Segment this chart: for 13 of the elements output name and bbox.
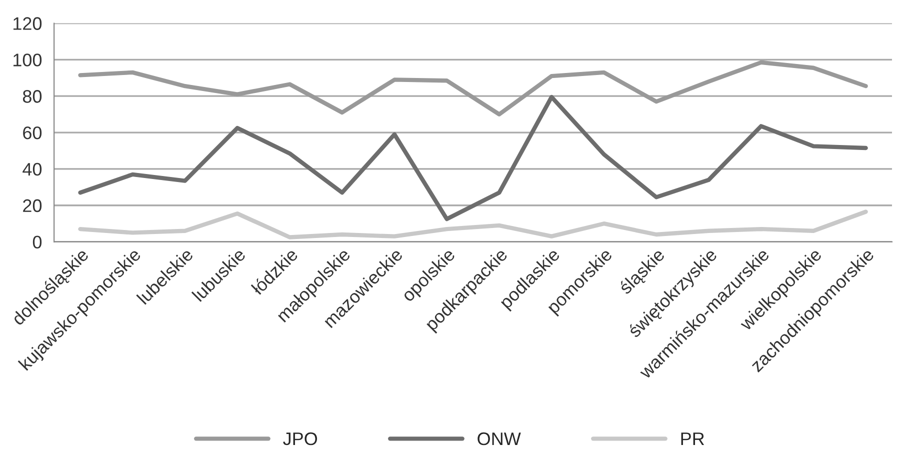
y-tick-label: 120 bbox=[14, 17, 42, 30]
line-series bbox=[78, 60, 868, 116]
y-tick-label: 80 bbox=[22, 90, 42, 103]
y-tick-label: 0 bbox=[32, 236, 42, 249]
line-series bbox=[78, 210, 868, 240]
legend-label: JPO bbox=[283, 432, 318, 446]
legend-label: ONW bbox=[478, 432, 521, 446]
legend-label: PR bbox=[681, 432, 704, 446]
y-tick-label: 60 bbox=[23, 126, 42, 140]
y-tick-label: 20 bbox=[23, 199, 42, 212]
y-tick-label: 40 bbox=[22, 162, 42, 176]
y-tick-label: 100 bbox=[14, 54, 42, 66]
line-series bbox=[78, 94, 868, 222]
